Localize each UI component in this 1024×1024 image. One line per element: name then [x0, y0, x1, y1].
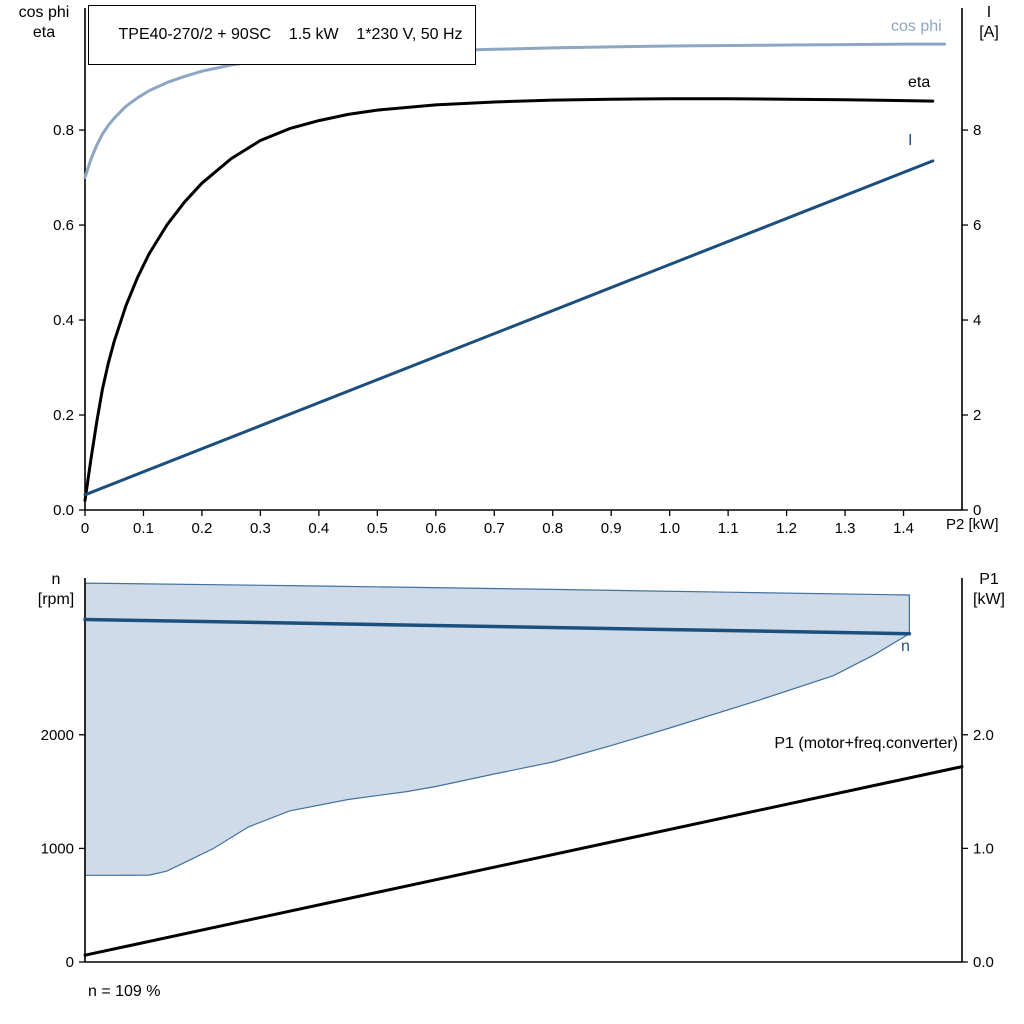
- current-axis-label: I: [986, 4, 992, 21]
- left-tick-label: 0.6: [53, 217, 74, 234]
- x-tick-label: 0.7: [484, 520, 505, 537]
- cos-phi-axis-label: cos phi: [18, 4, 70, 21]
- x-tick-label: 0.5: [367, 520, 388, 537]
- curve-current: [83, 159, 935, 497]
- x-tick-label: 0.6: [425, 520, 446, 537]
- x-tick-label: 1.4: [893, 520, 914, 537]
- eta-axis-label: eta: [32, 24, 56, 41]
- curve-p1: [83, 765, 964, 957]
- axis-frame: [84, 578, 963, 963]
- left-tick-label: 0.4: [53, 312, 74, 329]
- right-tick-label: 1.0: [973, 840, 994, 857]
- chart-title: TPE40-270/2 + 90SC 1.5 kW 1*230 V, 50 Hz: [118, 26, 463, 43]
- curve-speed: [83, 617, 912, 636]
- x-tick-label: 0.3: [250, 520, 271, 537]
- x-tick-label: 0.9: [601, 520, 622, 537]
- current-axis-unit: [A]: [979, 24, 999, 41]
- x-tick-label: 0.8: [542, 520, 563, 537]
- eta-curve-label: eta: [908, 74, 931, 91]
- x-tick-label: 0.4: [308, 520, 329, 537]
- left-tick-label: 2000: [41, 727, 74, 744]
- right-tick-label: 8: [973, 122, 981, 139]
- p1-curve-label: P1 (motor+freq.converter): [774, 735, 958, 752]
- left-tick-label: 0.0: [53, 502, 74, 519]
- left-tick-label: 0.2: [53, 407, 74, 424]
- x-tick-label: 0.1: [133, 520, 154, 537]
- current-curve-label: I: [908, 132, 913, 149]
- speed-axis-unit: [rpm]: [37, 591, 75, 608]
- x-tick-label: 1.3: [835, 520, 856, 537]
- right-tick-label: 4: [973, 312, 981, 329]
- left-tick-label: 0: [66, 954, 74, 971]
- bottom-left-axis-label: n [rpm]: [22, 570, 90, 610]
- x-tick-label: 0: [81, 520, 89, 537]
- bottom-right-axis-label: P1 [kW]: [962, 570, 1016, 610]
- speed-control-range-area: [84, 582, 911, 876]
- x-tick-label: 1.0: [659, 520, 680, 537]
- cos-phi-curve-label: cos phi: [891, 18, 942, 35]
- speed-percentage-annotation: n = 109 %: [88, 983, 161, 1000]
- curve-eta: [83, 97, 935, 502]
- right-tick-label: 2.0: [973, 727, 994, 744]
- top-right-axis-label: I [A]: [966, 3, 1012, 43]
- right-tick-label: 6: [973, 217, 981, 234]
- speed-curve-label: n: [901, 638, 910, 655]
- motor-curves-panel: 0 0.1 0.2 0.3 0.4 0.5 0.6 0.7 0.8 0.9 1.0 1.1 1.2 1.3…: [53, 8, 981, 537]
- top-left-axis-label: cos phi eta: [4, 3, 84, 43]
- axis-frame: [84, 8, 963, 511]
- x-tick-label: 0.2: [192, 520, 213, 537]
- x-tick-label: 1.2: [776, 520, 797, 537]
- x-tick-label: 1.1: [718, 520, 739, 537]
- left-tick-label: 0.8: [53, 122, 74, 139]
- p1-axis-label: P1: [979, 571, 999, 588]
- speed-power-panel: 0 1000 2000 0.0 1.0 2.0: [41, 578, 994, 971]
- right-tick-label: 2: [973, 407, 981, 424]
- x-axis-label: P2 [kW]: [946, 516, 999, 533]
- right-tick-label: 0: [973, 502, 981, 519]
- speed-axis-label: n: [51, 571, 61, 588]
- chart-title-box: TPE40-270/2 + 90SC 1.5 kW 1*230 V, 50 Hz: [88, 5, 476, 65]
- p1-axis-unit: [kW]: [973, 591, 1005, 608]
- right-tick-label: 0.0: [973, 954, 994, 971]
- left-tick-label: 1000: [41, 840, 74, 857]
